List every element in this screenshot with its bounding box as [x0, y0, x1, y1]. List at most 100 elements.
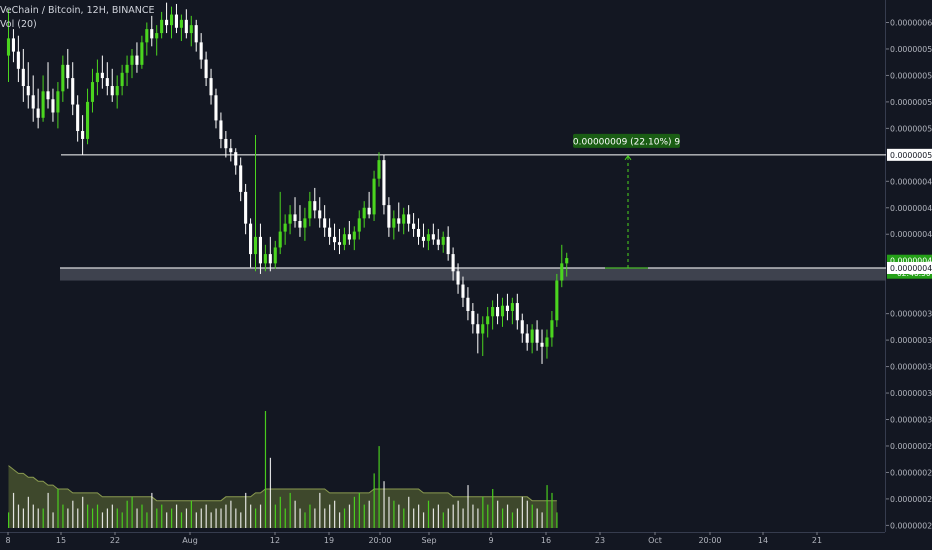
volume-bar — [324, 508, 326, 528]
candle-body — [253, 236, 258, 255]
volume-bar — [136, 508, 138, 528]
volume-bar — [457, 500, 459, 528]
volume-bar — [32, 504, 34, 528]
volume-bar — [314, 508, 316, 528]
price-tick-label: 0.00000044 — [890, 230, 932, 239]
candle-body — [71, 78, 75, 105]
volume-bar — [82, 496, 84, 528]
volume-bar — [442, 512, 444, 528]
candle-body — [446, 236, 450, 255]
time-tick-label: 22 — [110, 536, 120, 545]
volume-bar — [17, 504, 20, 528]
measure-label-text: 0.00000009 (22.10%) 9 — [573, 137, 680, 147]
chart-legend: VeChain / Bitcoin, 12H, BINANCE Vol (20) — [0, 4, 155, 32]
price-range-measure[interactable]: 0.00000009 (22.10%) 9 — [573, 133, 680, 269]
candle-body — [105, 78, 109, 87]
time-tick-label: 23 — [595, 536, 605, 545]
candle-body — [515, 303, 519, 321]
candle-body — [491, 307, 495, 317]
volume-bar — [393, 500, 395, 528]
volume-bar — [294, 500, 296, 528]
volume-bar — [348, 504, 351, 528]
candle-body — [313, 201, 317, 211]
candle-body — [115, 86, 119, 96]
volume-bar — [309, 504, 311, 528]
volume-bar — [111, 504, 113, 528]
candle-body — [125, 64, 129, 73]
time-tick-label: 16 — [541, 536, 551, 545]
candle-body — [540, 342, 544, 347]
volume-bar — [151, 492, 153, 528]
volume-bar — [87, 504, 89, 528]
volume-bar — [205, 504, 207, 528]
volume-bar — [422, 512, 425, 528]
candle-body — [46, 91, 50, 100]
symbol-title[interactable]: VeChain / Bitcoin, 12H, BINANCE — [0, 5, 155, 16]
candle-body — [510, 303, 514, 311]
candle-body — [21, 68, 25, 87]
volume-bar — [22, 508, 25, 528]
candle-body — [41, 91, 45, 118]
candle-body — [145, 29, 149, 43]
candle-body — [258, 236, 262, 264]
candle-body — [11, 38, 15, 52]
volume-bar — [521, 496, 523, 528]
horizontal-levels[interactable] — [60, 154, 886, 281]
time-tick-label: 8 — [5, 536, 10, 545]
volume-bar — [96, 504, 99, 528]
price-tick-label: 0.00000036 — [890, 336, 932, 345]
volume-bar — [220, 508, 222, 528]
volume-bar — [541, 512, 543, 528]
time-tick-label: 15 — [56, 536, 66, 545]
volume-bar — [363, 504, 365, 528]
candle-body — [362, 207, 366, 219]
candle-body — [61, 64, 65, 92]
support-price-tag — [887, 261, 932, 274]
volume-bar — [264, 411, 267, 528]
volume-bar — [180, 512, 183, 528]
volume-ma-line — [8, 465, 557, 502]
candle-body — [372, 178, 376, 215]
candle-body — [426, 234, 430, 241]
candle-body — [481, 324, 485, 334]
volume-bar — [467, 485, 469, 528]
candle-body — [229, 148, 233, 153]
candle-body — [194, 25, 198, 43]
candle-body — [476, 324, 480, 334]
volume-indicator-label[interactable]: Vol (20) — [0, 19, 37, 30]
candle-body — [155, 33, 159, 39]
support-zone — [60, 267, 886, 281]
volume-bar — [235, 508, 237, 528]
time-axis[interactable]: 8 15 22 Aug 12 19 20:00 Sep 9 16 23 Oct 20:00 14 21 — [5, 532, 822, 545]
time-tick-label: 19 — [324, 536, 334, 545]
candle-body — [565, 258, 569, 264]
time-tick-label: 14 — [758, 536, 768, 545]
candle-body — [505, 305, 509, 311]
candle-body — [85, 101, 90, 139]
volume-bar — [259, 504, 262, 528]
volume-bar — [546, 485, 548, 528]
candle-body — [81, 131, 85, 139]
time-tick-label: 20:00 — [368, 536, 391, 545]
volume-bar — [531, 504, 533, 528]
volume-bar — [427, 500, 430, 528]
candle-body — [342, 234, 346, 245]
price-tick-label: 0.00000052 — [890, 124, 932, 133]
candle-body — [293, 214, 297, 222]
price-tick-label: 0.00000038 — [890, 310, 932, 319]
volume-bar — [289, 492, 291, 528]
candle-body — [451, 254, 455, 272]
volume-bar — [126, 500, 128, 528]
time-tick-label: Sep — [421, 536, 436, 545]
volume-bar — [338, 512, 341, 528]
volume-bar — [156, 508, 158, 528]
volume-bar — [166, 512, 168, 528]
volume-bar — [77, 508, 79, 528]
candle-body — [298, 221, 302, 228]
volume-bar — [12, 492, 15, 528]
volume-bar — [47, 492, 49, 528]
